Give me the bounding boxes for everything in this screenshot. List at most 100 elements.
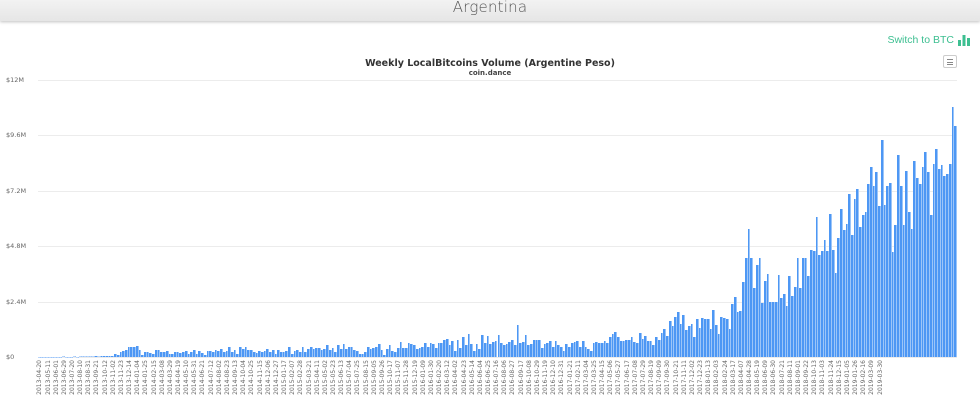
bar[interactable] <box>657 339 661 357</box>
bar[interactable] <box>358 354 362 357</box>
bar[interactable] <box>269 352 272 357</box>
bar[interactable] <box>750 257 754 357</box>
bar[interactable] <box>212 352 215 357</box>
bar[interactable] <box>122 350 125 357</box>
bar[interactable] <box>241 348 245 357</box>
bar[interactable] <box>619 340 623 357</box>
bar[interactable] <box>695 318 699 357</box>
bar[interactable] <box>856 188 860 357</box>
bar[interactable] <box>130 346 134 357</box>
bar[interactable] <box>84 356 87 357</box>
bar[interactable] <box>445 338 449 357</box>
bar[interactable] <box>252 352 256 357</box>
bar[interactable] <box>831 249 835 357</box>
bar[interactable] <box>184 351 188 357</box>
bar[interactable] <box>589 351 593 357</box>
bar[interactable] <box>146 352 150 357</box>
bar[interactable] <box>530 344 533 357</box>
bar[interactable] <box>889 182 892 357</box>
bar[interactable] <box>641 338 645 357</box>
bar[interactable] <box>195 353 199 357</box>
bar[interactable] <box>182 352 185 357</box>
bar[interactable] <box>231 352 234 357</box>
bar[interactable] <box>260 352 264 357</box>
bar[interactable] <box>647 340 650 357</box>
bar[interactable] <box>511 339 514 357</box>
bar[interactable] <box>592 343 596 357</box>
bar[interactable] <box>878 205 881 357</box>
bar[interactable] <box>247 350 251 357</box>
bar[interactable] <box>473 351 476 357</box>
bar[interactable] <box>546 343 550 357</box>
bar[interactable] <box>734 296 737 357</box>
bar[interactable] <box>331 347 335 357</box>
bar[interactable] <box>429 343 433 357</box>
bar[interactable] <box>220 348 223 357</box>
bar[interactable] <box>829 213 832 357</box>
bar[interactable] <box>307 348 310 357</box>
bar[interactable] <box>505 344 509 357</box>
bar[interactable] <box>948 164 952 357</box>
bar[interactable] <box>715 324 718 357</box>
bar[interactable] <box>755 264 759 357</box>
bar[interactable] <box>100 355 104 357</box>
bar[interactable] <box>595 342 599 357</box>
bar[interactable] <box>826 250 830 357</box>
bar[interactable] <box>821 250 824 357</box>
bar[interactable] <box>258 351 261 357</box>
bar[interactable] <box>111 355 115 357</box>
bar[interactable] <box>494 340 498 357</box>
bar[interactable] <box>255 352 259 357</box>
bar[interactable] <box>337 345 340 357</box>
bar[interactable] <box>704 318 707 357</box>
bar[interactable] <box>46 356 49 357</box>
bar[interactable] <box>492 342 495 357</box>
bar[interactable] <box>187 353 191 357</box>
bar[interactable] <box>731 303 735 357</box>
bar[interactable] <box>206 351 210 357</box>
bar[interactable] <box>723 317 726 357</box>
bar[interactable] <box>573 342 577 357</box>
bar[interactable] <box>772 301 775 357</box>
bar[interactable] <box>375 346 378 357</box>
bar[interactable] <box>701 317 705 357</box>
bar[interactable] <box>859 226 862 357</box>
bar[interactable] <box>513 345 517 357</box>
bar[interactable] <box>516 324 520 357</box>
bar[interactable] <box>459 347 463 357</box>
bar[interactable] <box>391 351 395 357</box>
bar[interactable] <box>549 340 552 357</box>
bar[interactable] <box>600 343 604 357</box>
bar[interactable] <box>666 336 669 357</box>
bar[interactable] <box>138 350 142 357</box>
bar[interactable] <box>853 198 857 357</box>
bar[interactable] <box>769 301 773 357</box>
bar[interactable] <box>165 351 169 357</box>
bar[interactable] <box>682 315 686 357</box>
bar[interactable] <box>51 356 55 357</box>
bar[interactable] <box>209 350 212 357</box>
bar[interactable] <box>927 172 930 357</box>
bar[interactable] <box>369 348 373 357</box>
bar[interactable] <box>421 346 425 357</box>
bar[interactable] <box>845 224 849 357</box>
bar[interactable] <box>791 295 794 357</box>
bar[interactable] <box>59 356 63 357</box>
bar[interactable] <box>508 342 512 357</box>
bar[interactable] <box>407 343 411 357</box>
bar[interactable] <box>744 257 748 357</box>
bar[interactable] <box>763 280 767 357</box>
bar[interactable] <box>328 350 332 357</box>
bar[interactable] <box>489 344 493 357</box>
bar[interactable] <box>415 348 419 357</box>
bar[interactable] <box>728 329 732 357</box>
bar[interactable] <box>502 345 506 357</box>
bar[interactable] <box>97 356 101 357</box>
bar[interactable] <box>812 250 816 357</box>
bar[interactable] <box>271 350 275 357</box>
bar[interactable] <box>440 343 444 357</box>
bar[interactable] <box>410 344 414 357</box>
bar[interactable] <box>114 354 117 357</box>
bar[interactable] <box>388 345 392 357</box>
bar[interactable] <box>886 186 890 357</box>
